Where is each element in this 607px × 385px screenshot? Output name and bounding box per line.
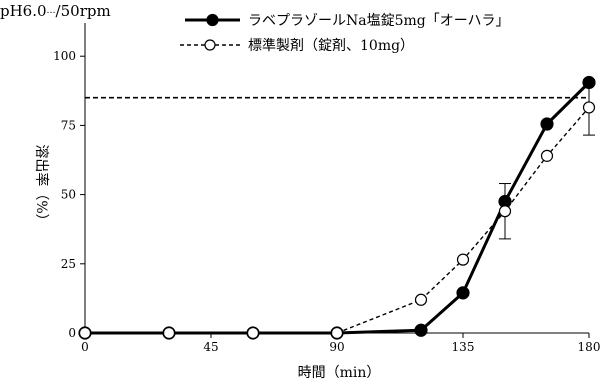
series-1-point	[414, 323, 428, 337]
condition-label: pH6.0…/50rpm	[0, 2, 111, 20]
y-tick-label: 75	[61, 118, 76, 132]
y-tick-label: 50	[61, 188, 76, 202]
x-tick-label: 0	[81, 340, 89, 354]
x-tick-label: 45	[203, 340, 218, 354]
x-tick-label: 135	[452, 340, 475, 354]
x-tick-label: 180	[578, 340, 601, 354]
series-2-point	[162, 326, 176, 340]
series-layer	[78, 75, 596, 340]
y-tick-label: 100	[53, 49, 76, 63]
y-tick-label: 0	[68, 326, 76, 340]
legend-label: 標準製剤（錠剤、10mg）	[248, 38, 414, 54]
series-2-line	[85, 106, 590, 334]
series-2-point	[582, 101, 596, 114]
legend-label: ラベプラゾールNa塩錠5mg「オーハラ」	[248, 13, 509, 29]
y-axis-title: 溶出率（%）	[33, 144, 50, 227]
series-1-point	[540, 117, 554, 131]
series-2-point	[246, 326, 260, 340]
y-tick-label: 25	[61, 257, 76, 271]
x-tick-label: 90	[329, 340, 344, 354]
series-2-point	[540, 149, 554, 162]
x-axis-title: 時間（min）	[298, 365, 381, 381]
legend-swatch-marker	[204, 39, 216, 51]
series-2-point	[330, 326, 344, 340]
legend-swatch-marker	[206, 13, 219, 27]
condition-label-suffix: /50rpm	[56, 2, 111, 20]
series-1	[78, 75, 596, 340]
condition-label-sup: …	[47, 6, 56, 16]
condition-label-main: pH6.0	[0, 2, 47, 20]
series-2-point	[78, 326, 92, 340]
series-2	[78, 79, 596, 340]
legend-item-2: 標準製剤（錠剤、10mg）	[180, 38, 414, 54]
axes: 0 25 50 75 100 0 45 90 135 180 溶出率（%）	[33, 23, 600, 354]
legend-item-1: ラベプラゾールNa塩錠5mg「オーハラ」	[185, 13, 509, 29]
legend: ラベプラゾールNa塩錠5mg「オーハラ」標準製剤（錠剤、10mg）	[180, 13, 509, 54]
series-2-point	[414, 293, 428, 306]
series-2-point	[456, 253, 470, 266]
series-1-point	[456, 286, 470, 300]
series-2-point	[498, 205, 512, 218]
series-1-line	[85, 81, 591, 335]
